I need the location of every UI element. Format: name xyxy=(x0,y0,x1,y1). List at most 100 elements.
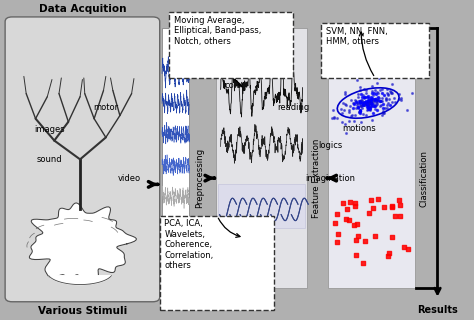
Polygon shape xyxy=(29,203,137,284)
Point xyxy=(345,118,353,123)
Point xyxy=(345,217,353,222)
Point xyxy=(371,97,378,102)
Text: sound: sound xyxy=(37,155,63,164)
Point xyxy=(367,100,374,105)
Point xyxy=(374,101,381,106)
Point xyxy=(366,107,374,112)
Point xyxy=(365,100,373,105)
Point xyxy=(368,100,376,105)
Point xyxy=(369,101,376,106)
Point xyxy=(331,220,338,226)
Point xyxy=(365,100,373,105)
Point xyxy=(365,100,372,105)
Point xyxy=(358,95,366,100)
Point xyxy=(383,102,391,108)
Point xyxy=(374,95,381,100)
Point xyxy=(356,100,364,105)
Point xyxy=(378,112,385,117)
FancyBboxPatch shape xyxy=(160,216,274,309)
Point xyxy=(367,105,374,110)
Point xyxy=(368,88,375,93)
Point xyxy=(380,110,387,115)
Point xyxy=(368,117,376,123)
Point xyxy=(352,100,359,105)
Point xyxy=(362,101,369,107)
Point xyxy=(348,113,356,118)
Point xyxy=(349,106,357,111)
Point xyxy=(363,94,370,100)
Point xyxy=(342,216,350,221)
Point xyxy=(364,99,372,104)
Point xyxy=(373,92,380,97)
Point xyxy=(353,222,361,227)
Point xyxy=(380,108,387,113)
Point xyxy=(366,98,374,103)
Point xyxy=(403,108,411,113)
Point xyxy=(333,211,341,216)
Point xyxy=(356,109,364,114)
Point xyxy=(356,99,364,104)
FancyBboxPatch shape xyxy=(218,184,305,228)
Point xyxy=(342,103,349,108)
Point xyxy=(364,108,371,113)
Point xyxy=(363,101,371,107)
Point xyxy=(351,101,358,106)
Text: imagination: imagination xyxy=(306,174,356,183)
Point xyxy=(409,91,416,96)
Point xyxy=(376,103,384,108)
Point xyxy=(364,100,372,106)
Point xyxy=(353,238,360,243)
Point xyxy=(360,102,367,107)
Point xyxy=(374,91,382,96)
Point xyxy=(362,100,370,105)
Point xyxy=(364,101,371,107)
Point xyxy=(373,108,381,113)
Point xyxy=(372,97,379,102)
Point xyxy=(338,110,346,116)
Point xyxy=(359,100,367,105)
Point xyxy=(404,247,412,252)
Point xyxy=(367,100,374,105)
Point xyxy=(359,102,367,107)
Point xyxy=(364,101,371,107)
Point xyxy=(362,100,370,105)
Point xyxy=(355,101,362,106)
Point xyxy=(355,98,363,103)
Text: Moving Average,
Elliptical, Band-pass,
Notch, others: Moving Average, Elliptical, Band-pass, N… xyxy=(174,16,261,46)
Point xyxy=(371,96,378,101)
Point xyxy=(350,101,357,106)
Point xyxy=(354,104,362,109)
Point xyxy=(378,99,385,104)
Point xyxy=(366,99,374,104)
Point xyxy=(373,90,381,95)
Point xyxy=(365,98,372,103)
Point xyxy=(365,210,373,215)
Point xyxy=(365,104,372,109)
Point xyxy=(383,96,390,101)
Point xyxy=(357,98,365,103)
Point xyxy=(363,100,371,105)
Point xyxy=(382,98,390,103)
Point xyxy=(382,105,389,110)
Point xyxy=(360,96,368,101)
Text: motor: motor xyxy=(93,103,118,112)
Point xyxy=(351,113,359,118)
Point xyxy=(365,100,373,105)
Point xyxy=(359,111,367,116)
Point xyxy=(366,100,374,105)
Point xyxy=(359,261,366,266)
Point xyxy=(362,98,370,103)
Point xyxy=(395,97,402,102)
Point xyxy=(367,103,374,108)
Point xyxy=(356,103,364,108)
Point xyxy=(378,90,385,95)
Point xyxy=(373,100,380,105)
Point xyxy=(371,87,378,92)
Point xyxy=(353,77,361,83)
Point xyxy=(346,103,354,108)
Point xyxy=(363,100,370,105)
Point xyxy=(364,100,371,106)
Point xyxy=(357,74,365,79)
Point xyxy=(368,97,376,102)
Text: color: color xyxy=(224,81,245,90)
